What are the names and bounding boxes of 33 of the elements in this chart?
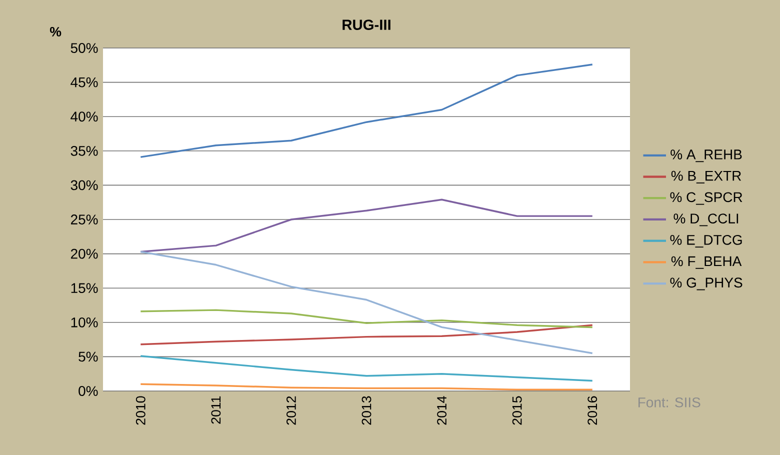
x-tick-label: 2014 [437,396,447,425]
legend-label: % A_REHB [670,150,742,162]
x-tick-label: 2012 [286,396,296,425]
y-tick-label: 50% [70,43,98,53]
y-tick-label: 35% [70,146,98,156]
y-tick-label: 45% [70,77,98,88]
y-tick-label: 15% [71,283,98,294]
line-series [140,198,594,253]
legend-label: % F_BEHA [671,256,742,269]
legend-label: % B_EXTR [671,170,742,184]
y-tick-label: 20% [70,248,98,259]
text: Font: SIIS [638,397,700,408]
line-series [140,309,594,328]
y-tick-label: 25% [70,214,98,224]
x-tick-label: 2011 [211,396,221,424]
line-series [140,324,594,346]
x-tick-label: 2015 [512,396,522,425]
line-series [140,250,594,354]
chart-title: RUG-III [342,20,390,30]
legend-label: % E_DTCG [670,234,742,248]
y-tick-label: 30% [70,180,98,190]
x-tick-label: 2010 [136,396,146,425]
y-tick-label: 40% [70,112,98,122]
x-tick-label: 2013 [362,396,372,425]
legend-label: % G_PHYS [670,278,742,290]
line-series [140,64,594,158]
y-tick-label: 10% [71,317,98,328]
y-axis-title: % [50,27,62,36]
legend-label: % C_SPCR [670,192,742,205]
x-tick-label: 2016 [588,396,598,425]
y-tick-label: 5% [78,352,98,362]
legend-label: % D_CCLI [674,214,738,226]
y-tick-label: 0% [78,386,98,396]
